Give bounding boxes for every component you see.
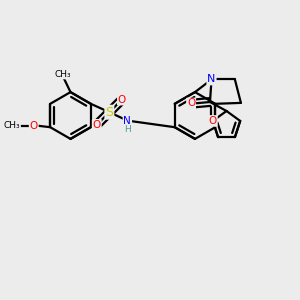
Text: N: N xyxy=(124,116,131,126)
Text: O: O xyxy=(93,120,101,130)
Text: S: S xyxy=(105,106,113,119)
Text: O: O xyxy=(30,121,38,131)
Text: CH₃: CH₃ xyxy=(4,121,20,130)
Text: N: N xyxy=(207,74,216,85)
Text: O: O xyxy=(187,98,195,109)
Text: CH₃: CH₃ xyxy=(55,70,71,79)
Text: O: O xyxy=(118,94,126,105)
Text: O: O xyxy=(209,116,217,126)
Text: H: H xyxy=(124,125,131,134)
